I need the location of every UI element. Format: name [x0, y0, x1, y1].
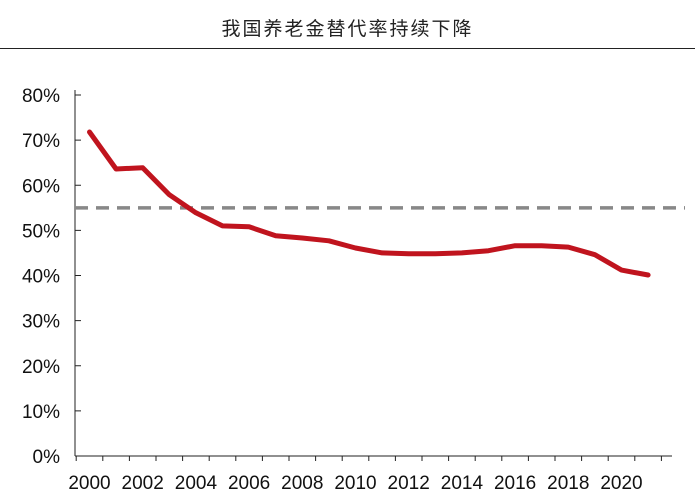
y-tick-label: 30%: [22, 312, 60, 333]
y-tick-label: 0%: [33, 447, 61, 468]
x-tick-label: 2018: [547, 473, 589, 494]
x-tick-label: 2012: [388, 473, 430, 494]
x-tick-label: 2006: [228, 473, 270, 494]
x-tick-label: 2000: [68, 473, 110, 494]
x-tick-label: 2016: [494, 473, 536, 494]
y-tick-label: 10%: [22, 402, 60, 423]
y-tick-label: 20%: [22, 357, 60, 378]
y-tick-label: 50%: [22, 221, 60, 242]
x-tick-label: 2002: [122, 473, 164, 494]
x-tick-label: 2004: [175, 473, 218, 494]
chart-title: 我国养老金替代率持续下降: [221, 18, 474, 40]
x-tick-label: 2010: [334, 473, 376, 494]
x-tick-label: 2020: [600, 473, 642, 494]
title-divider: [0, 48, 695, 49]
series-line: [87, 129, 651, 278]
x-tick-label: 2014: [441, 473, 484, 494]
y-tick-label: 70%: [22, 131, 60, 152]
y-tick-label: 40%: [22, 267, 60, 288]
y-tick-label: 60%: [22, 176, 60, 197]
y-tick-label: 80%: [22, 86, 60, 107]
x-tick-label: 2008: [281, 473, 323, 494]
